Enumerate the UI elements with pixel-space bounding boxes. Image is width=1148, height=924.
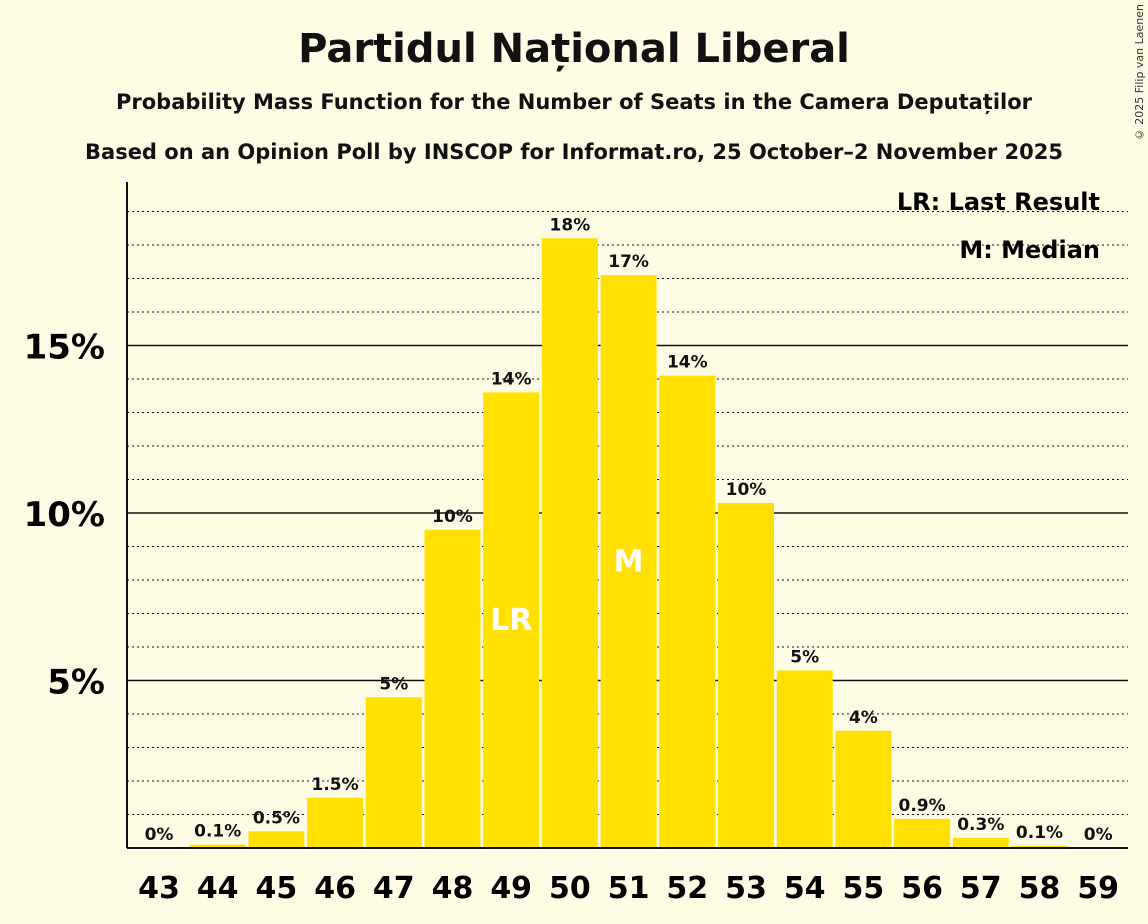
marker-lr: LR	[490, 603, 532, 638]
data-label: 0.1%	[1016, 823, 1063, 843]
bar-57	[952, 837, 1009, 848]
x-tick-label: 52	[666, 871, 708, 906]
x-tick-label: 54	[784, 871, 826, 906]
data-label: 0.5%	[253, 808, 300, 828]
data-label: 5%	[379, 674, 408, 694]
x-tick-label: 46	[314, 871, 356, 906]
x-tick-label: 53	[725, 871, 767, 906]
chart-subtitle-2: Based on an Opinion Poll by INSCOP for I…	[85, 140, 1063, 164]
x-tick-label: 49	[490, 871, 532, 906]
x-tick-label: 45	[256, 871, 298, 906]
x-tick-label: 43	[138, 871, 180, 906]
x-tick-label: 55	[843, 871, 885, 906]
data-label: 10%	[432, 507, 473, 527]
data-label: 0.3%	[957, 815, 1004, 835]
bar-51	[600, 275, 657, 848]
bar-56	[894, 818, 951, 848]
bar-49	[483, 392, 540, 848]
data-label: 0%	[145, 825, 174, 845]
bar-46	[307, 797, 364, 848]
data-label: 17%	[608, 252, 649, 272]
bar-58	[1011, 845, 1068, 848]
data-label: 0%	[1084, 825, 1113, 845]
marker-m: M	[614, 545, 644, 580]
bar-45	[248, 831, 305, 848]
bar-54	[776, 670, 833, 848]
y-tick-label: 5%	[47, 663, 105, 703]
y-tick-label: 10%	[24, 495, 105, 535]
x-tick-label: 57	[960, 871, 1002, 906]
data-label: 4%	[849, 708, 878, 728]
bar-44	[189, 844, 246, 848]
data-label: 14%	[491, 369, 532, 389]
legend-entry: M: Median	[959, 236, 1100, 264]
x-tick-label: 50	[549, 871, 591, 906]
bar-50	[541, 238, 598, 849]
bar-55	[835, 730, 892, 848]
x-tick-label: 51	[608, 871, 650, 906]
copyright: © 2025 Filip van Laenen	[1133, 4, 1146, 142]
bar-53	[718, 502, 774, 848]
chart-title: Partidul Național Liberal	[298, 26, 850, 72]
data-label: 1.5%	[312, 775, 359, 795]
bar-52	[659, 375, 716, 848]
x-tick-label: 56	[901, 871, 943, 906]
data-label: 14%	[667, 353, 708, 373]
x-tick-label: 59	[1077, 871, 1119, 906]
x-tick-label: 58	[1019, 871, 1061, 906]
data-label: 0.9%	[899, 796, 946, 816]
y-tick-label: 15%	[24, 328, 105, 368]
data-label: 0.1%	[194, 822, 241, 842]
x-tick-label: 47	[373, 871, 415, 906]
bar-48	[424, 529, 481, 848]
x-tick-label: 44	[197, 871, 239, 906]
data-label: 18%	[550, 215, 591, 235]
bar-47	[365, 697, 422, 848]
legend-entry: LR: Last Result	[897, 188, 1100, 216]
data-label: 10%	[726, 480, 767, 500]
chart-subtitle: Probability Mass Function for the Number…	[115, 90, 1032, 114]
data-label: 5%	[790, 647, 819, 667]
x-tick-label: 48	[432, 871, 474, 906]
